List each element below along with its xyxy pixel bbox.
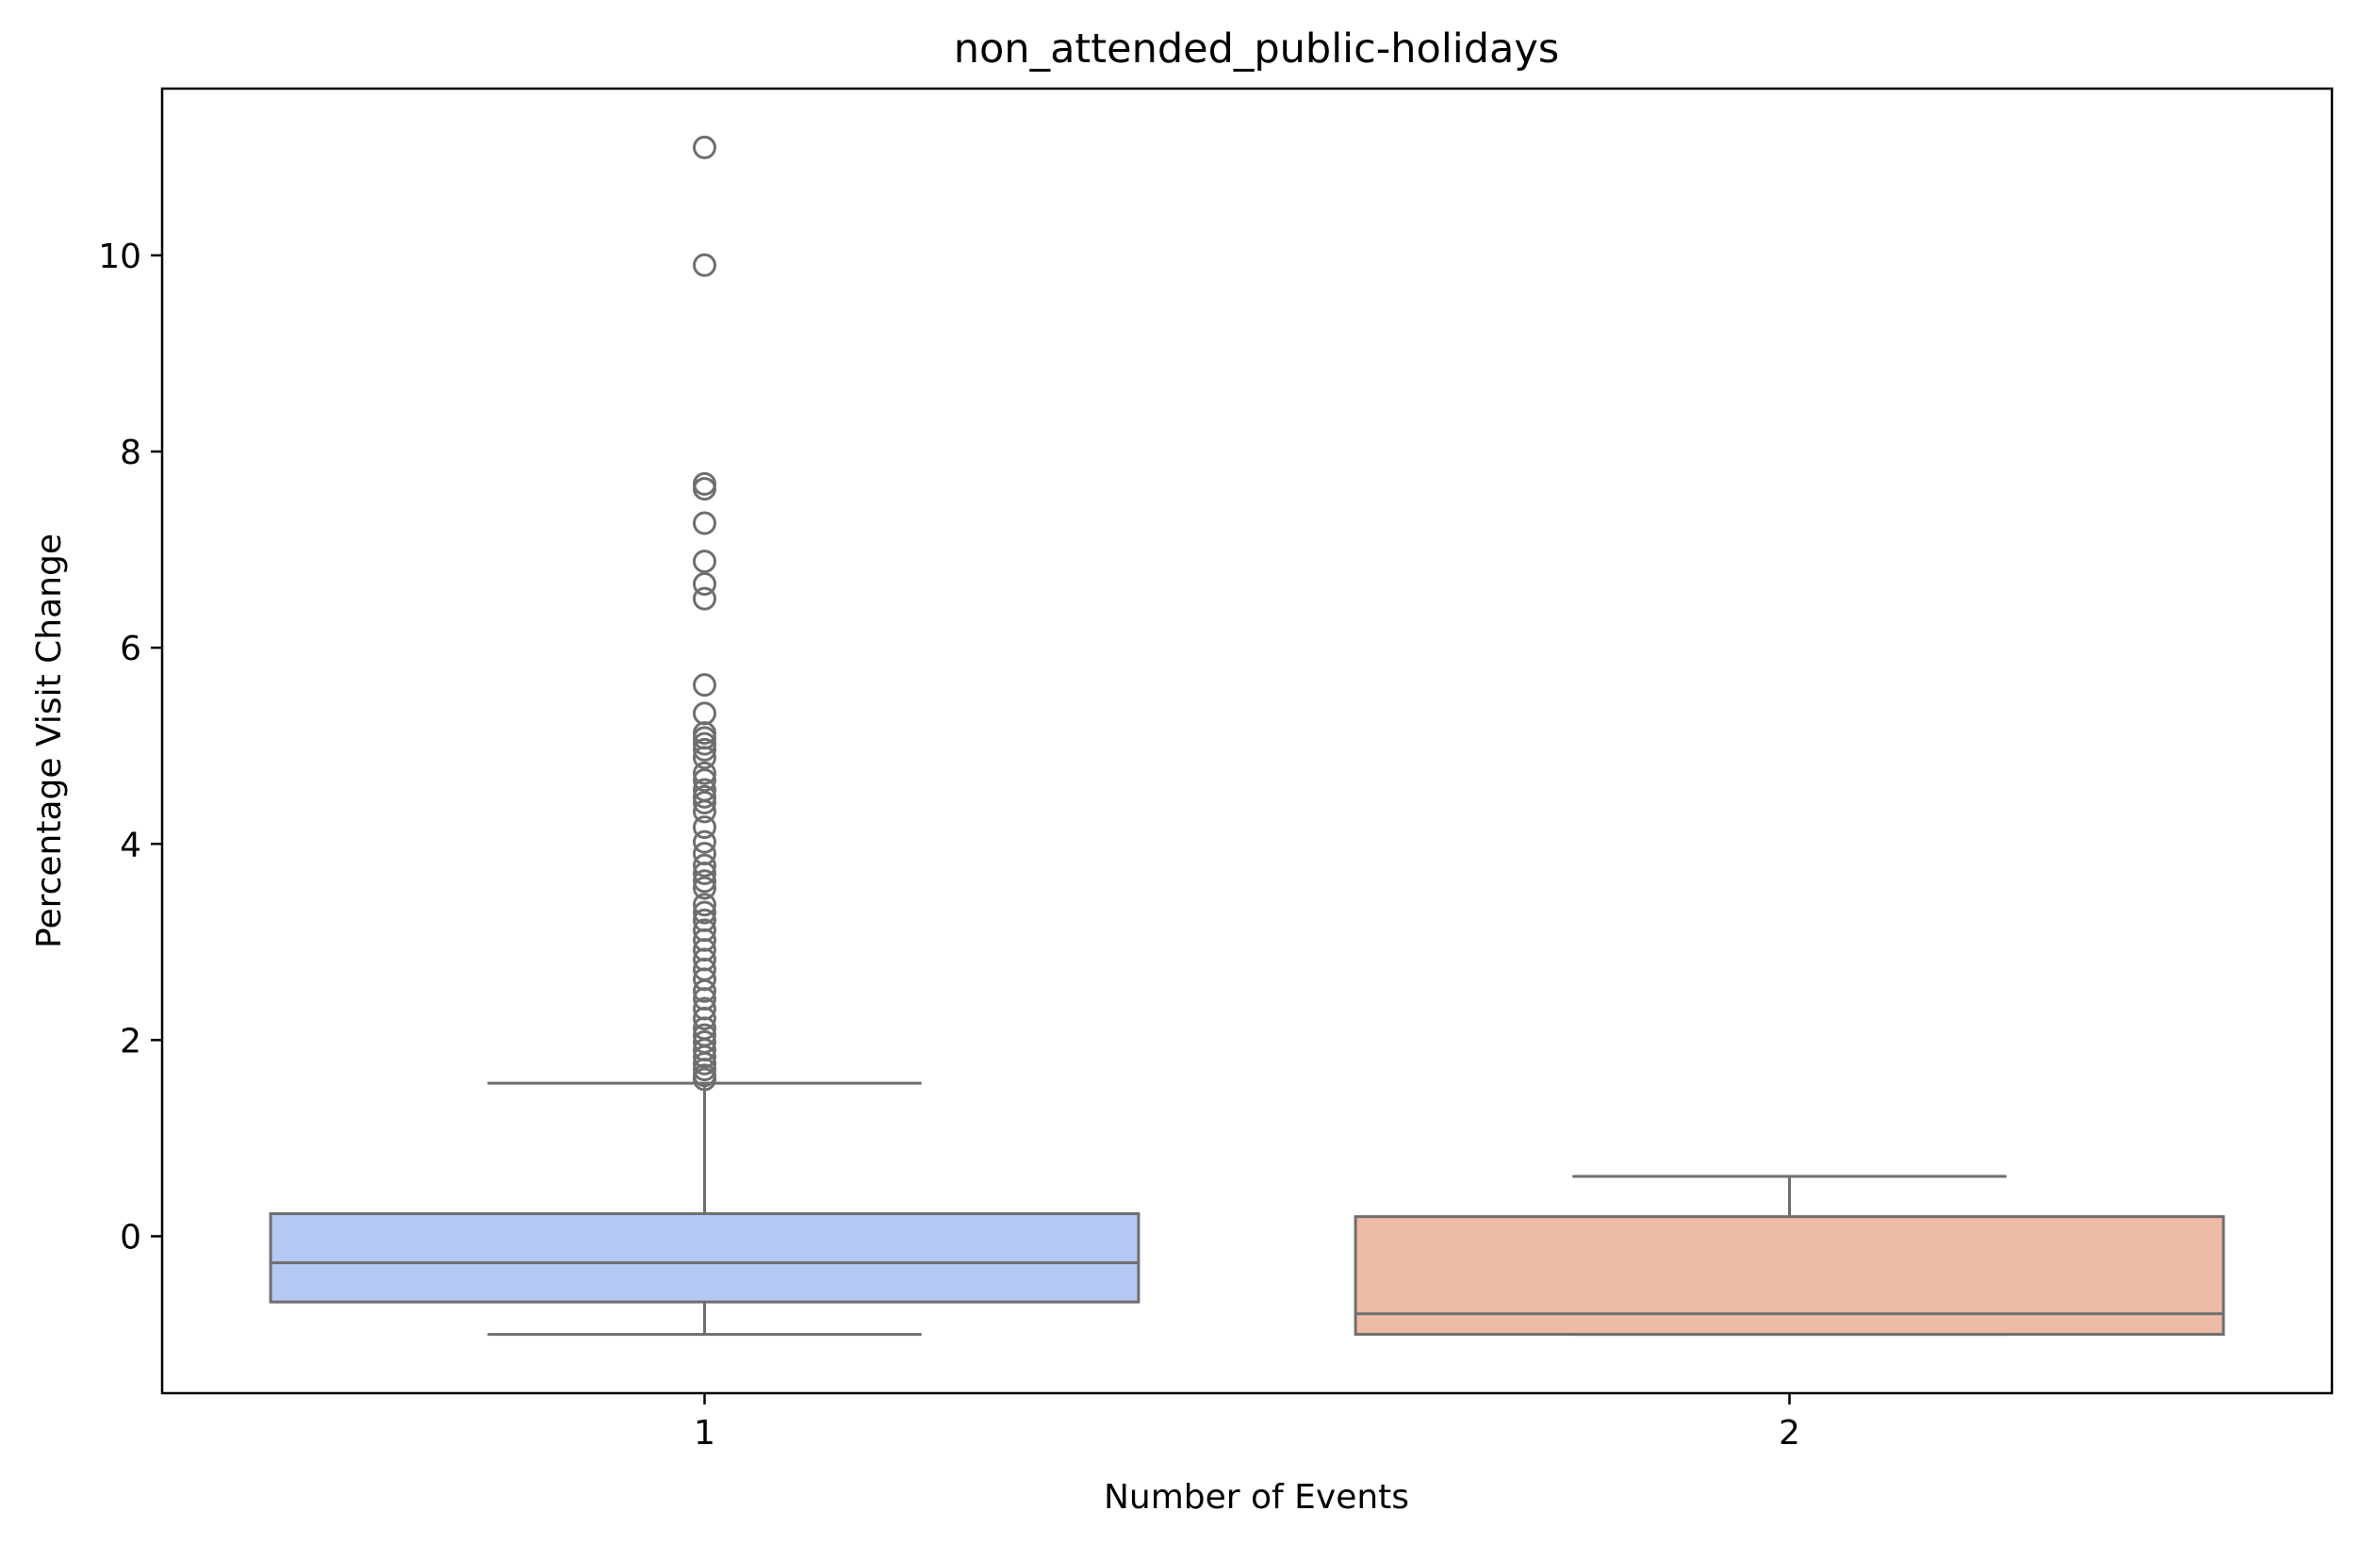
outlier-point bbox=[693, 784, 716, 809]
outlier-point bbox=[693, 572, 716, 597]
y-axis-label: Percentage Visit Change bbox=[30, 534, 69, 948]
y-tick-label: 4 bbox=[120, 826, 141, 864]
box-iqr bbox=[269, 1212, 1141, 1304]
outlier-point bbox=[693, 550, 716, 574]
plot-area bbox=[269, 135, 2225, 1337]
outlier-point bbox=[693, 869, 716, 894]
y-tick-label: 2 bbox=[120, 1022, 141, 1060]
outlier-point bbox=[693, 673, 716, 698]
outlier-point bbox=[693, 761, 716, 785]
x-tick-label: 2 bbox=[1779, 1414, 1800, 1453]
outlier-point bbox=[693, 1044, 716, 1069]
outlier-point bbox=[693, 853, 716, 878]
x-axis-label: Number of Events bbox=[1104, 1478, 1409, 1517]
outlier-point bbox=[693, 586, 716, 611]
y-axis: 0 2 4 6 8 10 bbox=[98, 238, 162, 1257]
outlier-point bbox=[693, 253, 716, 277]
outlier-point bbox=[693, 861, 716, 885]
outlier-point bbox=[693, 815, 716, 840]
outlier-point bbox=[693, 1067, 716, 1092]
outlier-point bbox=[693, 768, 716, 793]
outlier-point bbox=[693, 746, 716, 770]
outlier-point bbox=[693, 876, 716, 900]
outlier-point bbox=[693, 978, 716, 1003]
outlier-point bbox=[693, 477, 716, 501]
box-group-2 bbox=[1354, 1174, 2225, 1337]
outlier-point bbox=[693, 900, 716, 925]
outlier-point bbox=[693, 1051, 716, 1076]
outlier-point bbox=[693, 829, 716, 854]
outlier-point bbox=[693, 701, 716, 726]
outlier-point bbox=[693, 799, 716, 824]
box-group-1 bbox=[269, 135, 1141, 1337]
x-tick-label: 1 bbox=[694, 1414, 715, 1453]
box-iqr bbox=[1354, 1215, 2225, 1337]
chart-title: non_attended_public-holidays bbox=[954, 25, 1559, 73]
outlier-point bbox=[693, 1058, 716, 1082]
plot-frame bbox=[160, 87, 2334, 1395]
outlier-point bbox=[693, 737, 716, 762]
outlier-point bbox=[693, 731, 716, 756]
outlier-point bbox=[693, 511, 716, 535]
y-tick-label: 6 bbox=[120, 630, 141, 668]
y-tick-label: 10 bbox=[98, 238, 141, 276]
outlier-point bbox=[693, 791, 716, 815]
y-tick-label: 8 bbox=[120, 434, 141, 472]
outlier-point bbox=[693, 1006, 716, 1030]
outlier-point bbox=[693, 135, 716, 159]
outlier-point bbox=[693, 893, 716, 917]
y-tick-label: 0 bbox=[120, 1219, 141, 1257]
outlier-point bbox=[693, 471, 716, 496]
